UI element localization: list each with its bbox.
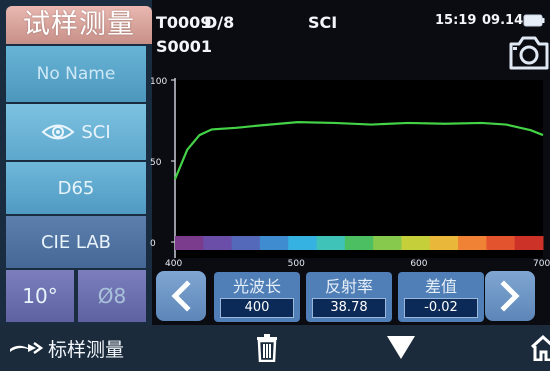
chart-axes xyxy=(174,78,543,258)
triangle-down-icon[interactable] xyxy=(386,334,416,360)
spectrum-segment xyxy=(429,236,459,250)
bottom-toolbar: 标样测量 xyxy=(0,325,550,371)
x-tick-label: 400 xyxy=(165,259,182,269)
reflectance-label: 反射率 xyxy=(324,277,373,296)
camera-icon[interactable] xyxy=(505,30,550,72)
spectrum-segment xyxy=(175,236,204,250)
observer-angle-label: 10° xyxy=(22,284,58,308)
next-wavelength-button[interactable] xyxy=(485,271,535,321)
sidebar: 试样测量 No Name SCI D65 CIE LAB 10° Ø8 xyxy=(0,0,152,325)
color-space-button[interactable]: CIE LAB xyxy=(6,216,146,268)
observer-angle-button[interactable]: 10° xyxy=(6,270,74,322)
spectrum-segment xyxy=(259,236,289,250)
x-tick-labels: 400 500 600 700 xyxy=(165,259,550,269)
mode-label: SCI xyxy=(308,13,338,32)
sample-name-label: No Name xyxy=(36,64,116,84)
spectrum-segment xyxy=(203,236,233,250)
standard-measure-label: 标样测量 xyxy=(48,338,125,361)
trash-icon[interactable] xyxy=(256,334,278,362)
spectrum-band xyxy=(175,236,544,250)
wavelength-panel: 光波长 400 xyxy=(214,272,300,322)
reflectance-series-line xyxy=(173,121,544,180)
standard-measure-button[interactable]: 标样测量 xyxy=(8,333,124,363)
clock-date: 09.14 xyxy=(482,13,524,28)
illuminant-button[interactable]: D65 xyxy=(6,162,146,214)
previous-wavelength-button[interactable] xyxy=(156,271,206,321)
y-tick-label: 0 xyxy=(150,239,156,249)
spectrum-segment xyxy=(458,236,487,250)
chevron-right-icon xyxy=(500,280,520,312)
x-tick-label: 500 xyxy=(288,259,305,269)
sample-id: S0001 xyxy=(156,37,213,56)
x-tick-label: 600 xyxy=(410,259,427,269)
eye-icon xyxy=(41,124,75,140)
page-title: 试样测量 xyxy=(6,6,152,44)
geometry-label: D/8 xyxy=(204,13,235,32)
difference-panel: 差值 -0.02 xyxy=(398,272,484,322)
spectrum-segment xyxy=(486,236,516,250)
measure-mode-button[interactable]: SCI xyxy=(6,104,146,160)
y-tick-label: 50 xyxy=(150,158,162,168)
wavelength-value: 400 xyxy=(220,298,294,318)
sample-name-button[interactable]: No Name xyxy=(6,46,146,102)
spectrum-segment xyxy=(401,236,431,250)
difference-label: 差值 xyxy=(424,277,457,296)
clock-time: 15:19 xyxy=(435,13,477,28)
spectrum-segment xyxy=(288,236,318,250)
aperture-button[interactable]: Ø8 xyxy=(78,270,146,322)
spectrum-segment xyxy=(316,236,346,250)
spectrum-segment xyxy=(344,236,374,250)
arrow-right-icon xyxy=(10,341,44,355)
x-tick-label: 700 xyxy=(533,259,550,269)
chevron-left-icon xyxy=(171,280,191,312)
spectrum-segment xyxy=(514,236,544,250)
illuminant-label: D65 xyxy=(57,177,95,199)
measure-mode-label: SCI xyxy=(81,121,111,143)
battery-icon xyxy=(523,14,545,27)
plot-area xyxy=(175,80,543,258)
spectrum-segment xyxy=(231,236,261,250)
y-tick-labels: 100 50 0 xyxy=(150,77,175,249)
home-icon[interactable] xyxy=(530,335,550,361)
y-tick-label: 100 xyxy=(150,77,167,87)
wavelength-label: 光波长 xyxy=(232,277,281,296)
difference-value: -0.02 xyxy=(404,298,478,318)
instrument-code: T0009 xyxy=(156,13,212,32)
spectrum-segment xyxy=(373,236,402,250)
color-space-label: CIE LAB xyxy=(40,231,112,253)
reflectance-panel: 反射率 38.78 xyxy=(306,272,392,322)
aperture-label: Ø8 xyxy=(97,284,127,308)
reflectance-value: 38.78 xyxy=(312,298,386,318)
